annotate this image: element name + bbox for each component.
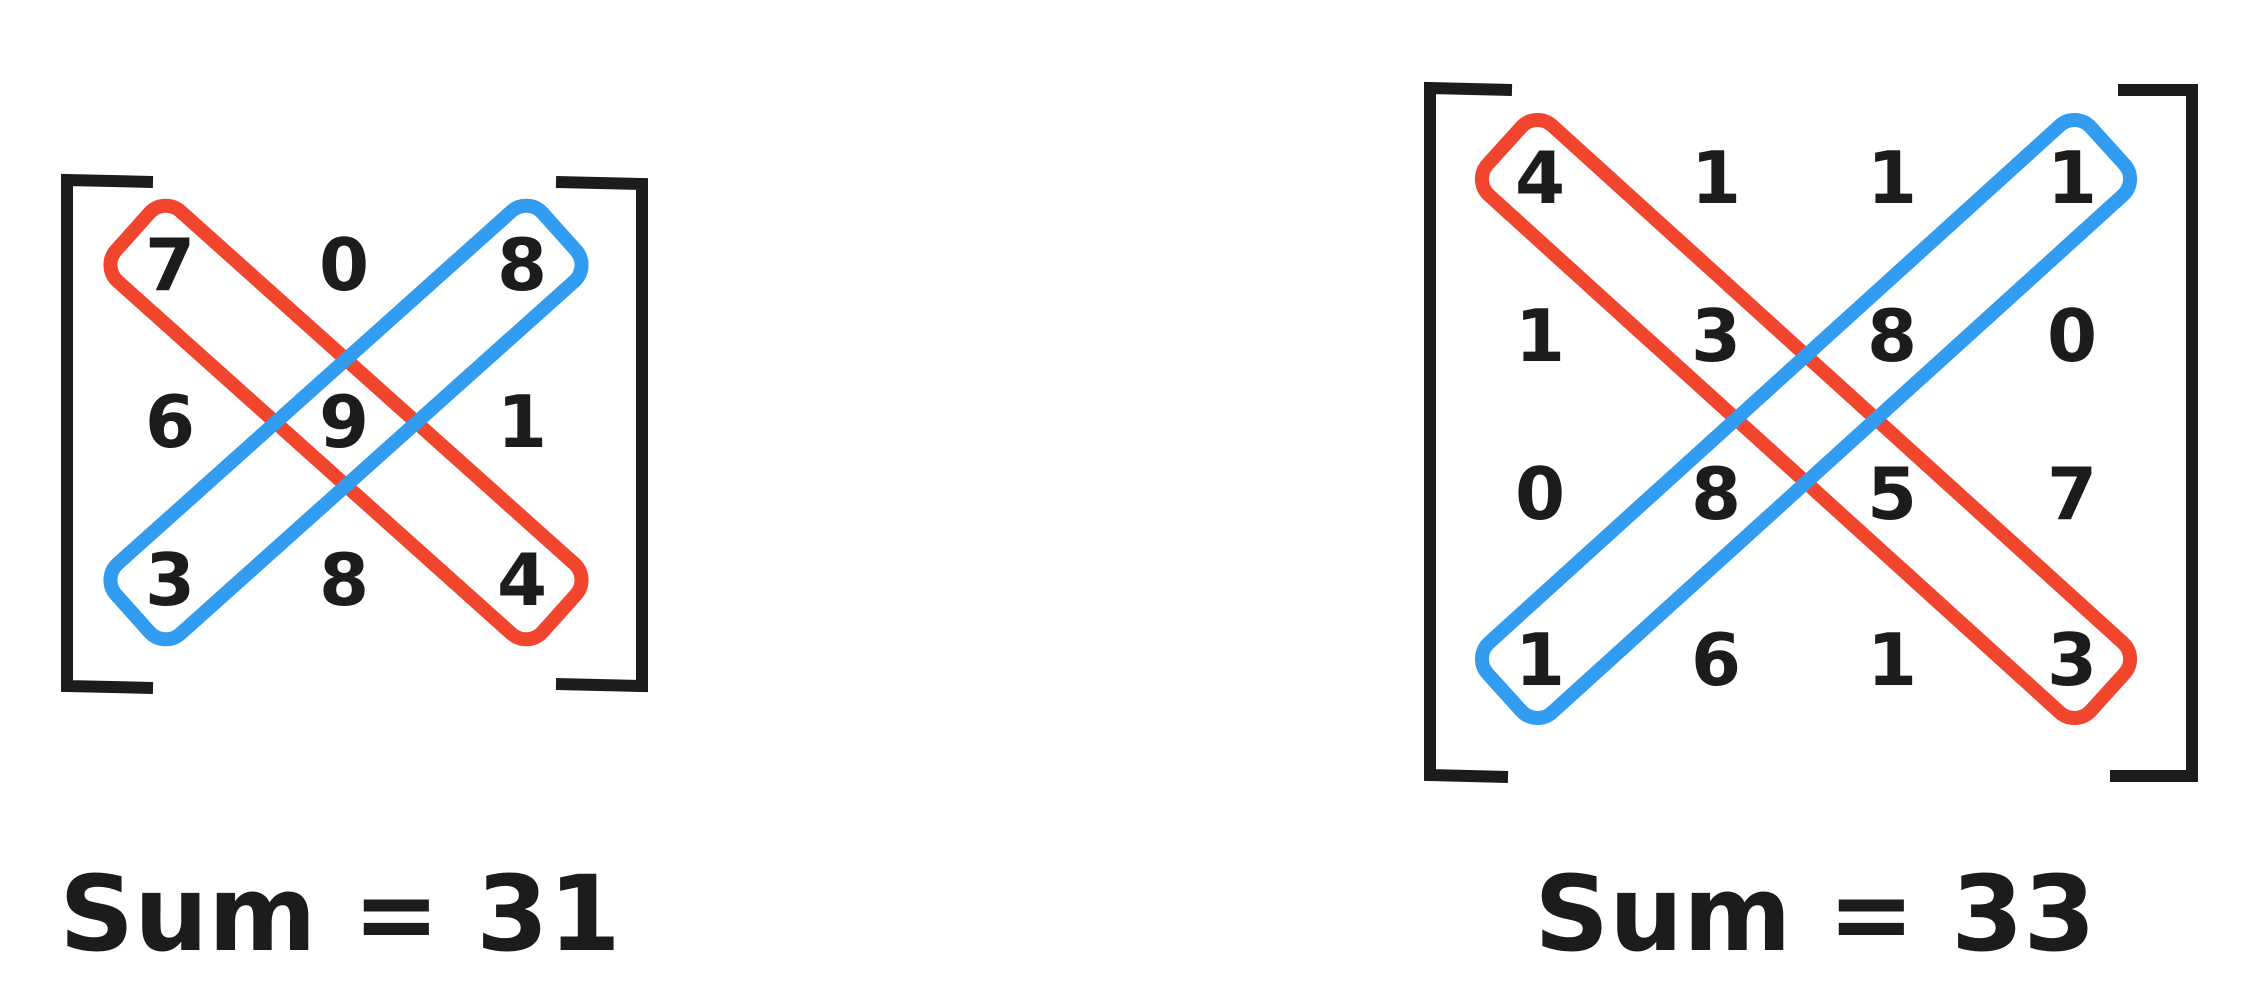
- cell-r0-c1: 1: [1691, 136, 1741, 220]
- right-bracket: [2110, 84, 2198, 782]
- sum-label: Sum = 33: [1534, 853, 2096, 975]
- matrix-cells: 4 1 1 1 1 3 8 0 0 8 5 7 1 6 1 3: [1515, 136, 2097, 702]
- cell-r1-c3: 0: [2047, 294, 2097, 378]
- cell-r3-c1: 6: [1691, 618, 1741, 702]
- cell-r3-c2: 1: [1867, 618, 1917, 702]
- matrix-4x4: 4 1 1 1 1 3 8 0 0 8 5 7 1 6 1 3 Sum = 33: [1424, 81, 2198, 975]
- cell-r0-c2: 8: [497, 223, 547, 307]
- cell-r1-c0: 6: [145, 380, 195, 464]
- cell-r2-c1: 8: [319, 538, 369, 622]
- main-diagonal-highlight: [1474, 113, 2138, 725]
- cell-r1-c2: 1: [497, 380, 547, 464]
- cell-r0-c0: 4: [1515, 136, 1565, 220]
- cell-r2-c2: 5: [1867, 452, 1917, 536]
- cell-r2-c3: 7: [2047, 452, 2097, 536]
- anti-diagonal-highlight: [1474, 113, 2138, 725]
- main-diagonal-highlight: [103, 198, 589, 647]
- cell-r2-c0: 3: [145, 538, 195, 622]
- cell-r1-c0: 1: [1515, 294, 1565, 378]
- left-bracket: [1424, 81, 1513, 783]
- cell-r2-c0: 0: [1515, 452, 1565, 536]
- sum-label: Sum = 31: [59, 853, 621, 975]
- matrix-3x3: 7 0 8 6 9 1 3 8 4 Sum = 31: [59, 173, 648, 975]
- cell-r2-c1: 8: [1691, 452, 1741, 536]
- cell-r0-c3: 1: [2047, 136, 2097, 220]
- matrix-cells: 7 0 8 6 9 1 3 8 4: [145, 223, 547, 622]
- cell-r3-c3: 3: [2047, 618, 2097, 702]
- left-bracket: [61, 173, 154, 694]
- cell-r1-c2: 8: [1867, 294, 1917, 378]
- anti-diagonal-highlight: [103, 198, 589, 647]
- cell-r1-c1: 3: [1691, 294, 1741, 378]
- cell-r1-c1: 9: [319, 380, 369, 464]
- cell-r0-c1: 0: [319, 223, 369, 307]
- cell-r3-c0: 1: [1515, 618, 1565, 702]
- cell-r0-c0: 7: [145, 223, 195, 307]
- cell-r2-c2: 4: [497, 538, 547, 622]
- cell-r0-c2: 1: [1867, 136, 1917, 220]
- right-bracket: [555, 176, 648, 693]
